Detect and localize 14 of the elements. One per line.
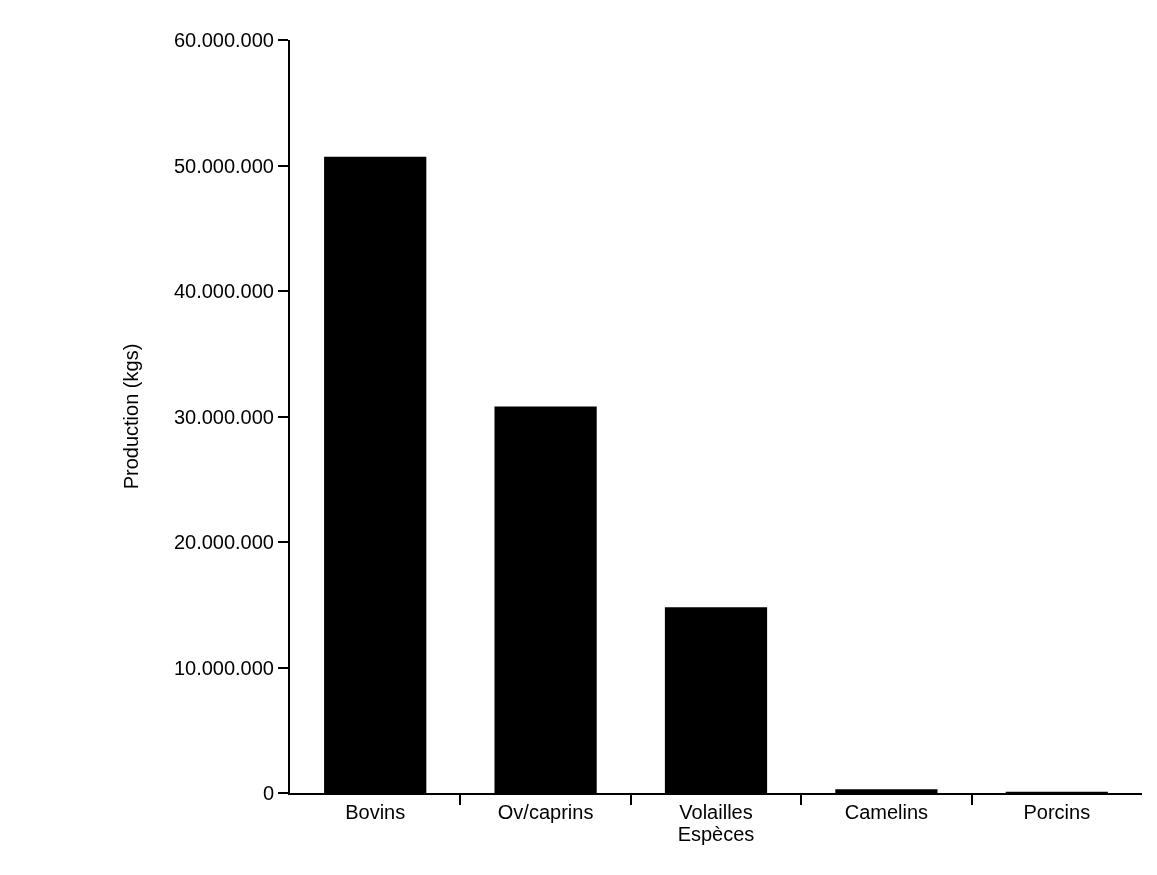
- y-axis-title: Production (kgs): [119, 343, 142, 490]
- x-tick-label: Ov/caprins: [497, 801, 594, 823]
- x-tick-label: Bovins: [345, 801, 406, 823]
- y-tick-label: 20.000.000: [173, 531, 274, 553]
- y-tick-label: 50.000.000: [173, 154, 274, 177]
- x-axis-title: Espèces: [677, 823, 755, 845]
- y-tick-label: 10.000.000: [173, 656, 274, 679]
- x-tick-label: Porcins: [1023, 801, 1091, 823]
- y-tick-label: 30.000.000: [173, 405, 274, 428]
- y-tick-label: 60.000.000: [173, 29, 274, 51]
- y-tick-label: 0: [262, 782, 274, 804]
- x-tick-label: Camelins: [844, 801, 929, 823]
- x-tick-label: Volailles: [679, 801, 753, 823]
- y-tick-label: 40.000.000: [173, 280, 274, 302]
